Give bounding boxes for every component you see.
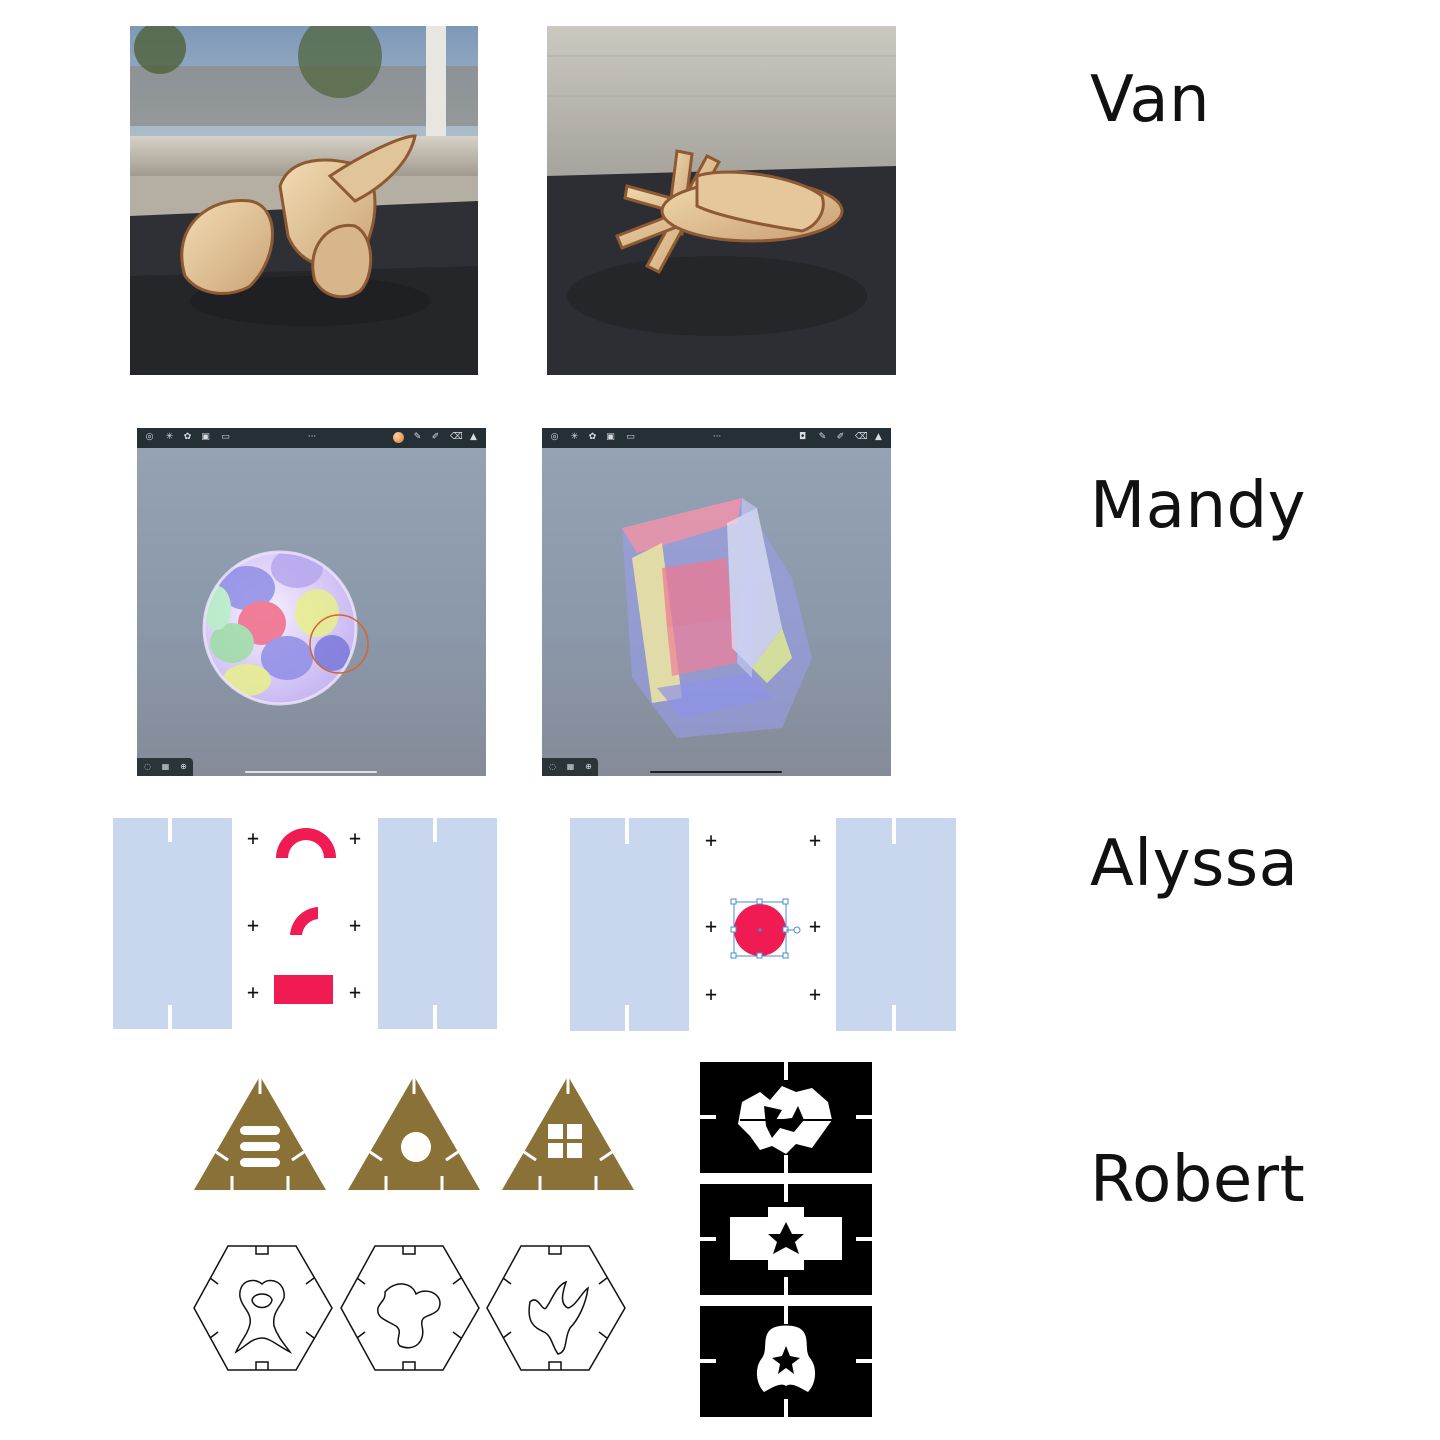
globe-icon[interactable]: ◎ bbox=[145, 432, 154, 442]
grid-icon[interactable]: ▦ bbox=[566, 762, 575, 771]
video-icon[interactable]: ▭ bbox=[221, 432, 230, 442]
layers-icon[interactable]: ▲ bbox=[470, 432, 477, 442]
alyssa-cutout-shapes bbox=[274, 828, 336, 1004]
black-panel-3 bbox=[700, 1306, 872, 1417]
registration-mark: + bbox=[246, 980, 260, 1004]
brush-icon[interactable]: ✐ bbox=[836, 432, 845, 442]
mandy-app-screenshot-sphere: ◎ ✳ ✿ ▣ ▭ ··· ✎ ✐ ⌫ ▲ bbox=[137, 428, 486, 776]
sun-icon[interactable]: ✳ bbox=[165, 432, 174, 442]
brush-icon[interactable]: ✐ bbox=[431, 432, 440, 442]
eraser-icon[interactable]: ⌫ bbox=[450, 432, 463, 442]
robert-triangle-pieces bbox=[194, 1076, 634, 1190]
mandy-app-screenshot-box: ◎ ✳ ✿ ▣ ▭ ··· ◘ ✎ ✐ ⌫ ▲ ◌ ▦ ⊕ bbox=[542, 428, 891, 776]
side-panel-right bbox=[378, 818, 497, 1029]
hexagon-piece-1 bbox=[193, 1245, 333, 1371]
triangle-piece-window bbox=[502, 1076, 634, 1190]
image-icon[interactable]: ▣ bbox=[201, 432, 210, 442]
pen-icon[interactable]: ✎ bbox=[413, 432, 422, 442]
leaf-sculpture-image bbox=[130, 26, 478, 375]
hide-icon[interactable]: ◌ bbox=[144, 762, 151, 771]
sun-icon[interactable]: ✳ bbox=[570, 432, 579, 442]
registration-mark: + bbox=[348, 980, 362, 1004]
globe-icon[interactable]: ◎ bbox=[550, 432, 559, 442]
more-dots-icon[interactable]: ··· bbox=[712, 432, 722, 442]
row-label-robert: Robert bbox=[1090, 1143, 1306, 1217]
row-label-alyssa: Alyssa bbox=[1090, 827, 1299, 901]
black-panel-2 bbox=[700, 1184, 872, 1295]
robert-hexagon-pieces bbox=[193, 1245, 626, 1371]
registration-mark: + bbox=[704, 914, 718, 938]
app-toolbar: ◎ ✳ ✿ ▣ ▭ ··· ◘ ✎ ✐ ⌫ ▲ bbox=[542, 428, 891, 448]
robert-black-panels bbox=[700, 1062, 872, 1417]
image-icon[interactable]: ▣ bbox=[606, 432, 615, 442]
camera-icon[interactable]: ◘ bbox=[798, 432, 807, 442]
registration-mark: + bbox=[246, 913, 260, 937]
side-panel-left bbox=[570, 818, 689, 1031]
hexagon-piece-3 bbox=[486, 1245, 626, 1371]
box-model[interactable] bbox=[542, 448, 891, 776]
pen-icon[interactable]: ✎ bbox=[818, 432, 827, 442]
color-swatch-icon[interactable] bbox=[393, 432, 404, 443]
grid-icon[interactable]: ▦ bbox=[161, 762, 170, 771]
side-panel-left bbox=[113, 818, 232, 1029]
app-toolbar: ◎ ✳ ✿ ▣ ▭ ··· ✎ ✐ ⌫ ▲ bbox=[137, 428, 486, 448]
transform-icon[interactable]: ⊕ bbox=[180, 762, 187, 771]
van-photo-snowflake-sculpture bbox=[547, 26, 896, 375]
row-label-mandy: Mandy bbox=[1090, 469, 1306, 543]
rotate-handle bbox=[793, 926, 801, 934]
registration-mark: + bbox=[704, 982, 718, 1006]
registration-mark: + bbox=[808, 828, 822, 852]
home-indicator bbox=[650, 771, 782, 773]
quarter-ring-shape bbox=[290, 907, 318, 935]
registration-mark: + bbox=[348, 913, 362, 937]
half-ring-shape bbox=[276, 828, 336, 858]
registration-mark: + bbox=[808, 914, 822, 938]
video-icon[interactable]: ▭ bbox=[626, 432, 635, 442]
viewport[interactable] bbox=[137, 448, 486, 776]
selection-handles bbox=[730, 898, 789, 959]
more-dots-icon[interactable]: ··· bbox=[307, 432, 317, 442]
selected-circle-shape[interactable] bbox=[726, 894, 804, 960]
transform-icon[interactable]: ⊕ bbox=[585, 762, 592, 771]
van-photo-leaf-sculpture bbox=[130, 26, 478, 375]
snowflake-sculpture-image bbox=[547, 26, 896, 375]
triangle-piece-lines bbox=[194, 1076, 326, 1190]
bottom-toolbar: ◌ ▦ ⊕ bbox=[137, 758, 193, 776]
eraser-icon[interactable]: ⌫ bbox=[855, 432, 868, 442]
brush-cursor bbox=[309, 614, 369, 674]
sphere-model[interactable] bbox=[137, 448, 486, 776]
registration-mark: + bbox=[246, 826, 260, 850]
viewport[interactable] bbox=[542, 448, 891, 776]
registration-mark: + bbox=[808, 982, 822, 1006]
bottom-toolbar: ◌ ▦ ⊕ bbox=[542, 758, 598, 776]
layers-icon[interactable]: ▲ bbox=[875, 432, 882, 442]
row-label-van: Van bbox=[1090, 63, 1211, 137]
registration-mark: + bbox=[704, 828, 718, 852]
settings-icon[interactable]: ✿ bbox=[588, 432, 597, 442]
hexagon-piece-2 bbox=[340, 1245, 480, 1371]
home-indicator bbox=[245, 771, 377, 773]
black-panel-1 bbox=[700, 1062, 872, 1173]
side-panel-right bbox=[836, 818, 956, 1031]
settings-icon[interactable]: ✿ bbox=[183, 432, 192, 442]
hide-icon[interactable]: ◌ bbox=[549, 762, 556, 771]
triangle-piece-circle bbox=[348, 1076, 480, 1190]
rectangle-shape bbox=[274, 975, 333, 1004]
registration-mark: + bbox=[348, 826, 362, 850]
